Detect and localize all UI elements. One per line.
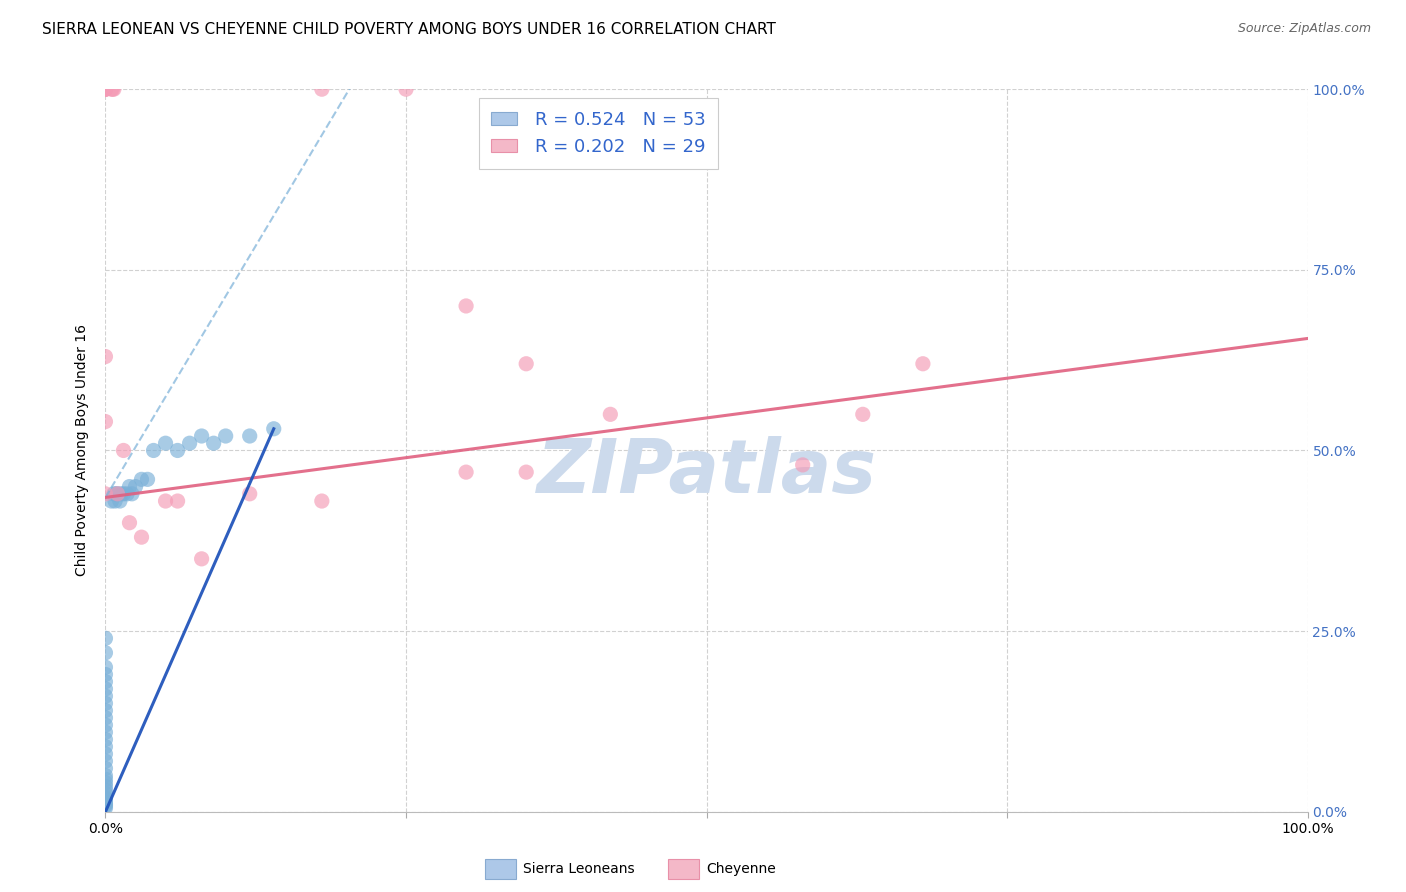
Point: [131, 472, 153, 486]
Point: [121, 487, 143, 501]
Point: [395, 82, 418, 96]
Point: [94, 787, 117, 801]
Point: [94, 696, 117, 710]
Text: ZIPatlas: ZIPatlas: [537, 435, 876, 508]
Point: [239, 487, 262, 501]
Legend: R = 0.524   N = 53, R = 0.202   N = 29: R = 0.524 N = 53, R = 0.202 N = 29: [478, 98, 718, 169]
Point: [94, 82, 117, 96]
Point: [112, 443, 135, 458]
Point: [94, 776, 117, 790]
Point: [94, 739, 117, 754]
Point: [115, 487, 138, 501]
Text: Source: ZipAtlas.com: Source: ZipAtlas.com: [1237, 22, 1371, 36]
Point: [100, 494, 122, 508]
Point: [94, 82, 117, 96]
Point: [142, 443, 165, 458]
Point: [792, 458, 814, 472]
Point: [103, 82, 125, 96]
Point: [112, 487, 135, 501]
Point: [94, 82, 117, 96]
Point: [94, 718, 117, 732]
Point: [202, 436, 225, 450]
Point: [515, 357, 537, 371]
Point: [105, 487, 128, 501]
Point: [94, 799, 117, 814]
Point: [94, 768, 117, 783]
Point: [190, 551, 212, 566]
Point: [311, 494, 333, 508]
Point: [94, 632, 117, 646]
Point: [107, 487, 129, 501]
Point: [94, 772, 117, 787]
Text: Cheyenne: Cheyenne: [706, 862, 776, 876]
Point: [94, 667, 117, 681]
Point: [118, 479, 141, 493]
Point: [94, 350, 117, 364]
Point: [118, 516, 141, 530]
Point: [94, 747, 117, 761]
Point: [190, 429, 212, 443]
Point: [454, 299, 477, 313]
Point: [155, 494, 177, 508]
Point: [239, 429, 262, 443]
Point: [179, 436, 201, 450]
Point: [311, 82, 333, 96]
Point: [94, 797, 117, 812]
Point: [166, 443, 188, 458]
Point: [110, 487, 132, 501]
Point: [263, 422, 285, 436]
Point: [103, 487, 125, 501]
Point: [94, 794, 117, 808]
Point: [94, 732, 117, 747]
Point: [107, 487, 129, 501]
Text: SIERRA LEONEAN VS CHEYENNE CHILD POVERTY AMONG BOYS UNDER 16 CORRELATION CHART: SIERRA LEONEAN VS CHEYENNE CHILD POVERTY…: [42, 22, 776, 37]
Point: [94, 660, 117, 674]
Point: [94, 761, 117, 775]
Point: [94, 783, 117, 797]
Point: [166, 494, 188, 508]
Y-axis label: Child Poverty Among Boys Under 16: Child Poverty Among Boys Under 16: [76, 325, 90, 576]
Point: [94, 681, 117, 696]
Point: [108, 494, 131, 508]
Point: [94, 646, 117, 660]
Point: [515, 465, 537, 479]
Point: [94, 487, 117, 501]
Point: [100, 82, 122, 96]
Point: [101, 82, 124, 96]
Point: [94, 415, 117, 429]
Point: [599, 407, 621, 421]
Point: [94, 796, 117, 810]
Point: [136, 472, 159, 486]
Point: [94, 791, 117, 805]
Point: [911, 357, 934, 371]
Point: [94, 780, 117, 794]
Point: [94, 689, 117, 703]
Point: [104, 494, 127, 508]
Point: [94, 82, 117, 96]
Point: [214, 429, 236, 443]
Point: [94, 674, 117, 689]
Point: [94, 704, 117, 718]
Point: [131, 530, 153, 544]
Point: [94, 711, 117, 725]
Point: [94, 790, 117, 805]
Point: [94, 725, 117, 739]
Text: Sierra Leoneans: Sierra Leoneans: [523, 862, 634, 876]
Point: [454, 465, 477, 479]
Point: [94, 754, 117, 768]
Point: [852, 407, 875, 421]
Point: [124, 479, 146, 493]
Point: [155, 436, 177, 450]
Point: [94, 801, 117, 815]
